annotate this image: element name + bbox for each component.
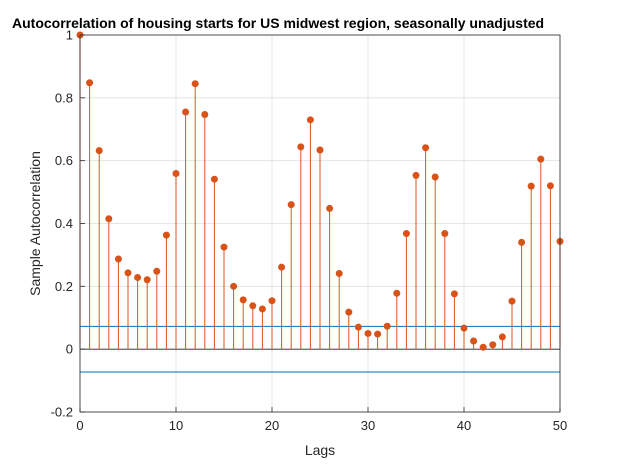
stem-marker bbox=[258, 305, 266, 313]
stem-marker bbox=[143, 276, 151, 284]
stem-marker bbox=[172, 170, 180, 178]
stem-marker bbox=[230, 282, 238, 290]
stem-marker bbox=[191, 80, 199, 88]
plot-frame bbox=[79, 34, 561, 413]
y-tick-label: 0.4 bbox=[55, 216, 73, 231]
x-tick-label: 40 bbox=[457, 418, 471, 433]
x-tick-label: 20 bbox=[265, 418, 279, 433]
stem-marker bbox=[297, 143, 305, 151]
stem-marker bbox=[460, 324, 468, 332]
stem-marker bbox=[498, 333, 506, 341]
stem-marker bbox=[412, 171, 420, 179]
stem-marker bbox=[182, 108, 190, 116]
y-tick-label: 0.6 bbox=[55, 153, 73, 168]
chart-title: Autocorrelation of housing starts for US… bbox=[12, 15, 544, 31]
markers bbox=[76, 31, 564, 351]
x-tick-labels: 0 10 20 30 40 50 bbox=[76, 418, 567, 433]
stem-marker bbox=[422, 144, 430, 152]
stem-marker bbox=[527, 182, 535, 190]
y-tick-label: 0.2 bbox=[55, 279, 73, 294]
stem-marker bbox=[479, 343, 487, 351]
stem-marker bbox=[393, 289, 401, 297]
stem-marker bbox=[326, 204, 334, 212]
stem-marker bbox=[86, 79, 94, 87]
stem-marker bbox=[354, 323, 362, 331]
stem-marker bbox=[210, 175, 218, 183]
stem-marker bbox=[345, 308, 353, 316]
stem-marker bbox=[306, 116, 314, 124]
y-tick-labels: -0.2 0 0.2 0.4 0.6 0.8 1 bbox=[51, 28, 73, 420]
stem-marker bbox=[508, 297, 516, 305]
stem-marker bbox=[114, 255, 122, 263]
x-tick-label: 30 bbox=[361, 418, 375, 433]
x-tick-label: 10 bbox=[169, 418, 183, 433]
stem-marker bbox=[489, 341, 497, 349]
stem-marker bbox=[220, 243, 228, 251]
stems bbox=[79, 35, 561, 350]
stem-marker bbox=[537, 155, 545, 163]
y-tick-label: -0.2 bbox=[51, 405, 73, 420]
y-tick-label: 0 bbox=[66, 342, 73, 357]
stem-marker bbox=[105, 215, 113, 223]
stem-marker bbox=[441, 230, 449, 238]
stem-marker bbox=[239, 296, 247, 304]
stem-marker bbox=[431, 173, 439, 181]
stem-marker bbox=[364, 329, 372, 337]
stem-marker bbox=[268, 297, 276, 305]
stem-marker bbox=[95, 147, 103, 155]
stem-marker bbox=[249, 302, 257, 310]
stem-marker bbox=[450, 290, 458, 298]
x-axis-label: Lags bbox=[305, 442, 335, 458]
stem-marker bbox=[470, 337, 478, 345]
y-tick-label: 0.8 bbox=[55, 90, 73, 105]
y-tick-label: 1 bbox=[66, 28, 73, 43]
stem-marker bbox=[287, 201, 295, 209]
stem-marker bbox=[402, 230, 410, 238]
x-tick-label: 0 bbox=[76, 418, 83, 433]
stem-marker bbox=[153, 267, 161, 275]
stem-marker bbox=[134, 274, 142, 282]
y-axis-label: Sample Autocorrelation bbox=[27, 151, 43, 296]
stem-marker bbox=[383, 322, 391, 330]
x-tick-label: 50 bbox=[553, 418, 567, 433]
stem-marker bbox=[316, 146, 324, 154]
stem-marker bbox=[374, 330, 382, 338]
stem-marker bbox=[518, 238, 526, 246]
stem-marker bbox=[335, 269, 343, 277]
stem-marker bbox=[162, 231, 170, 239]
stem-marker bbox=[201, 110, 209, 118]
stem-marker bbox=[278, 263, 286, 271]
stem-marker bbox=[124, 269, 132, 277]
stem-marker bbox=[546, 182, 554, 190]
